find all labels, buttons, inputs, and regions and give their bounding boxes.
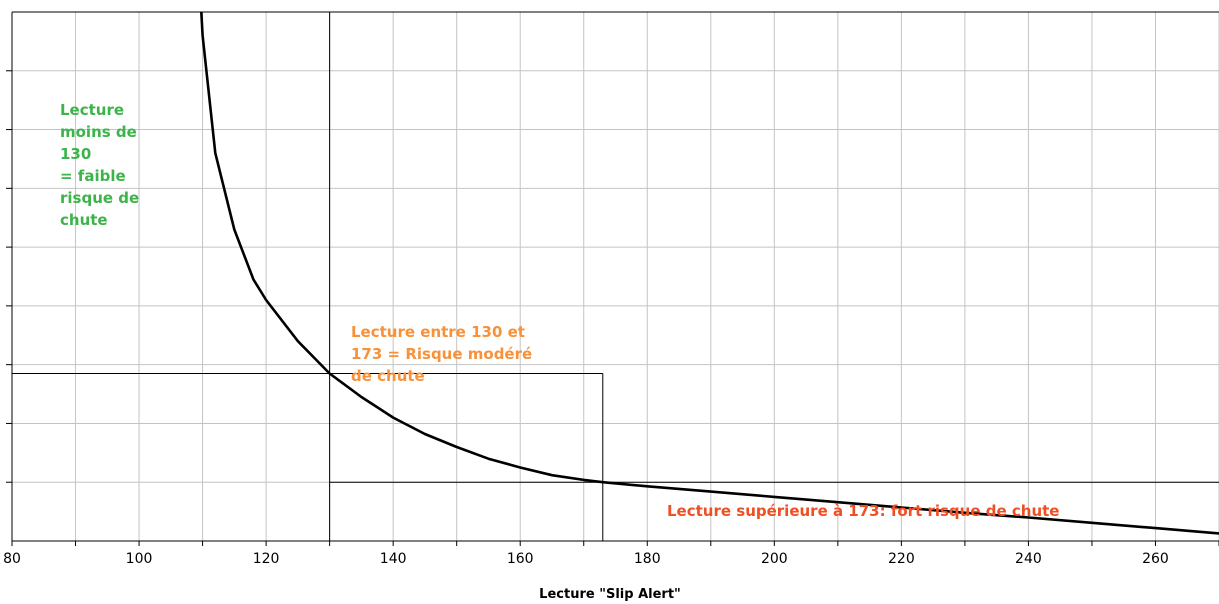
annotation-line: = faible bbox=[60, 167, 126, 185]
x-tick-label: 120 bbox=[253, 551, 280, 567]
grid bbox=[11, 12, 1219, 541]
x-tick-label: 220 bbox=[888, 551, 915, 567]
x-tick-label: 180 bbox=[634, 551, 661, 567]
annotation-line: Lecture bbox=[60, 101, 125, 119]
x-tick-label: 160 bbox=[507, 551, 534, 567]
x-axis-title: Lecture "Slip Alert" bbox=[539, 587, 681, 602]
annotation-line: de chute bbox=[351, 367, 425, 385]
annotation-line: Lecture supérieure à 173: fort risque de… bbox=[667, 502, 1060, 520]
x-tick-labels: 80 100 120 140 160 180 200 220 240 260 bbox=[3, 551, 1169, 567]
annotation-line: moins de 130 bbox=[60, 123, 137, 163]
annotation-low-risk: Lecture moins de 130 = faible risque de … bbox=[60, 99, 170, 231]
annotation-line: Lecture entre 130 et bbox=[351, 323, 525, 341]
annotation-line: risque de bbox=[60, 189, 140, 207]
annotation-moderate-risk: Lecture entre 130 et 173 = Risque modéré… bbox=[351, 321, 601, 387]
x-tick-label: 80 bbox=[3, 551, 21, 567]
axes bbox=[6, 11, 1219, 546]
x-tick-label: 140 bbox=[380, 551, 407, 567]
series-group bbox=[200, 11, 1219, 535]
annotation-line: chute bbox=[60, 211, 108, 229]
x-tick-label: 260 bbox=[1142, 551, 1169, 567]
series-line bbox=[200, 11, 1219, 535]
annotation-line: 173 = Risque modéré bbox=[351, 345, 533, 363]
annotation-high-risk: Lecture supérieure à 173: fort risque de… bbox=[667, 500, 1187, 522]
threshold-lines bbox=[12, 12, 1219, 541]
x-tick-label: 240 bbox=[1015, 551, 1042, 567]
x-tick-label: 200 bbox=[761, 551, 788, 567]
x-tick-label: 100 bbox=[126, 551, 153, 567]
